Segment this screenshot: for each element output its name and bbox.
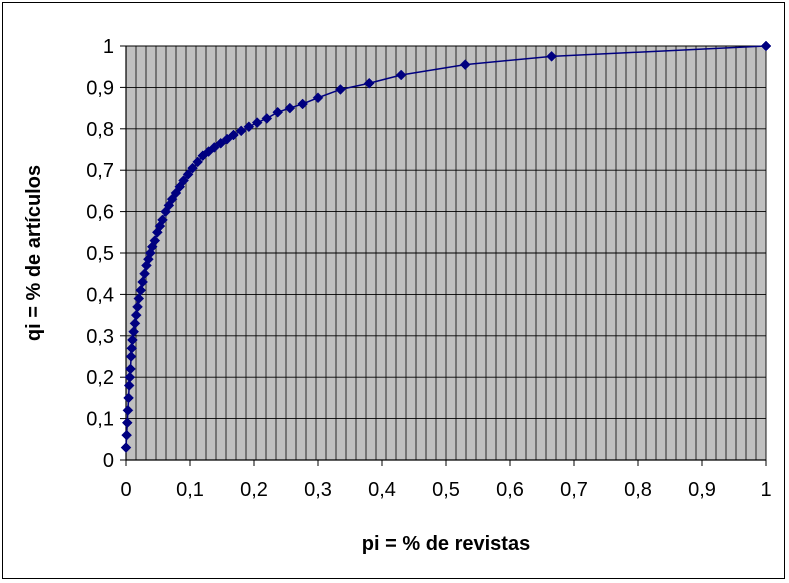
x-tick-label: 0,6	[496, 479, 524, 501]
data-point-marker	[137, 276, 148, 288]
data-point-marker	[121, 417, 133, 429]
data-point-marker	[130, 309, 142, 321]
data-point-marker	[459, 59, 471, 70]
y-tick-label: 0	[103, 450, 114, 472]
y-tick-label: 0,7	[86, 160, 114, 182]
data-point-marker	[187, 162, 198, 174]
data-point-marker	[149, 235, 161, 246]
data-point-marker	[123, 380, 135, 391]
data-point-marker	[121, 429, 132, 441]
x-tick-label: 1	[760, 479, 771, 501]
x-tick-label: 0,7	[560, 479, 588, 501]
y-tick-label: 0,2	[86, 367, 114, 389]
data-point-marker	[139, 268, 150, 280]
data-point-marker	[143, 253, 154, 265]
x-tick-label: 0	[120, 479, 131, 501]
data-markers	[120, 40, 772, 453]
data-point-marker	[126, 342, 138, 354]
data-point-marker	[178, 175, 189, 186]
x-tick-label: 0,3	[304, 479, 332, 501]
data-point-marker	[235, 125, 247, 137]
data-point-marker	[261, 113, 273, 124]
x-tick-label: 0,8	[624, 479, 652, 501]
data-point-marker	[284, 102, 296, 114]
data-point-marker	[125, 363, 136, 375]
data-point-marker	[127, 334, 138, 346]
data-point-marker	[251, 117, 263, 128]
data-point-marker	[192, 156, 204, 168]
y-tick-label: 0,8	[86, 119, 114, 141]
data-point-marker	[157, 214, 168, 226]
data-point-marker	[124, 371, 136, 383]
y-tick-labels: 0 0,1 0,2 0,3 0,4 0,5 0,6 0,7 0,8 0,9 1	[86, 36, 114, 472]
data-point-marker	[546, 50, 557, 62]
x-tick-label: 0,4	[368, 479, 396, 501]
data-point-marker	[182, 168, 194, 180]
y-tick-label: 0,6	[86, 202, 114, 224]
x-tick-labels: 0 0,1 0,2 0,3 0,4 0,5 0,6 0,7 0,8 0,9 1	[120, 479, 771, 501]
data-point-marker	[272, 106, 284, 118]
data-point-marker	[125, 351, 137, 362]
data-point-marker	[120, 442, 132, 453]
x-tick-label: 0,2	[240, 479, 268, 501]
data-point-marker	[228, 129, 239, 141]
axes	[120, 45, 767, 466]
data-point-marker	[135, 284, 147, 296]
data-point-marker	[312, 92, 324, 104]
data-point-marker	[395, 69, 407, 81]
data-point-marker	[123, 392, 134, 404]
data-point-marker	[128, 326, 140, 338]
x-tick-label: 0,9	[688, 479, 716, 501]
data-point-marker	[363, 77, 375, 89]
data-point-marker	[122, 404, 134, 416]
y-tick-label: 0,9	[86, 77, 114, 99]
x-axis-title: pi = % de revistas	[362, 533, 530, 555]
data-point-marker	[208, 142, 220, 153]
data-point-marker	[297, 98, 308, 110]
x-tick-label: 0,1	[176, 479, 204, 501]
data-point-marker	[760, 40, 772, 52]
data-point-marker	[335, 84, 346, 95]
horizontal-gridlines	[126, 45, 767, 460]
data-point-marker	[129, 318, 141, 329]
x-tick-label: 0,5	[432, 479, 460, 501]
data-point-marker	[132, 301, 143, 313]
y-tick-label: 0,5	[86, 243, 114, 265]
data-point-marker	[215, 137, 227, 149]
y-tick-label: 0,1	[86, 409, 114, 431]
y-axis-title: qi = % de artículos	[23, 165, 45, 341]
y-tick-label: 1	[103, 36, 114, 58]
data-point-marker	[221, 133, 233, 145]
data-point-marker	[243, 121, 255, 133]
y-tick-label: 0,3	[86, 326, 114, 348]
data-point-marker	[133, 293, 145, 304]
y-tick-label: 0,4	[86, 284, 114, 306]
